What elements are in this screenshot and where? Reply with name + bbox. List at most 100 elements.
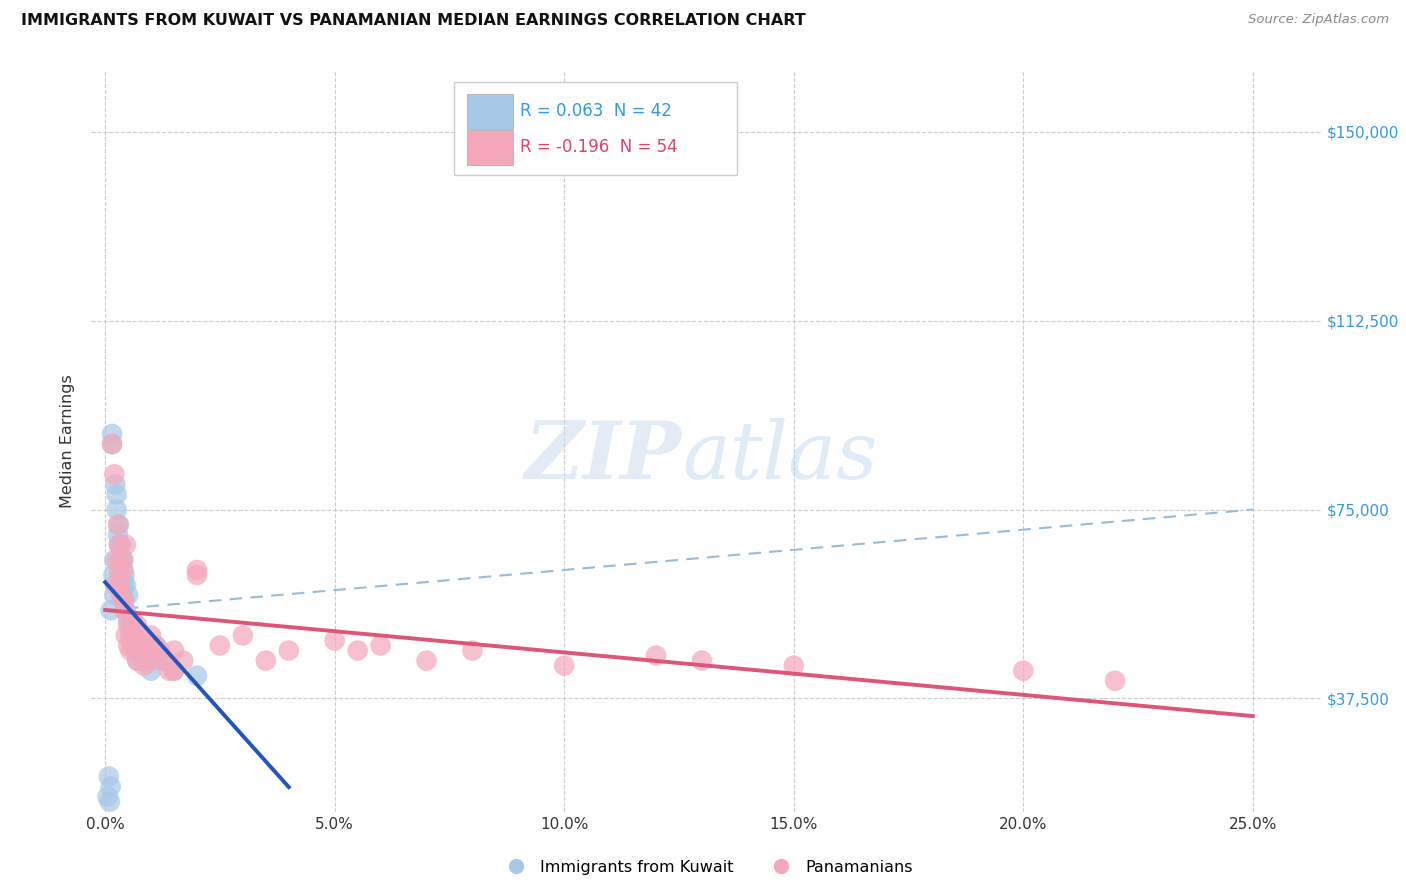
- Point: [690, 654, 713, 668]
- Point: [1104, 673, 1126, 688]
- Point: [97, 769, 120, 783]
- Text: Source: ZipAtlas.com: Source: ZipAtlas.com: [1249, 13, 1389, 27]
- Point: [101, 437, 124, 451]
- Point: [186, 568, 208, 582]
- Point: [103, 568, 125, 582]
- Point: [117, 613, 139, 627]
- Point: [107, 517, 129, 532]
- Point: [163, 664, 186, 678]
- Point: [645, 648, 668, 663]
- Point: [104, 578, 127, 592]
- Point: [461, 643, 484, 657]
- Point: [186, 669, 208, 683]
- Text: ZIP: ZIP: [524, 417, 682, 495]
- Point: [120, 628, 142, 642]
- Point: [98, 795, 121, 809]
- FancyBboxPatch shape: [454, 82, 737, 175]
- Point: [110, 538, 132, 552]
- Point: [127, 654, 149, 668]
- Point: [108, 563, 131, 577]
- Point: [124, 639, 146, 653]
- Point: [172, 654, 194, 668]
- Point: [153, 654, 176, 668]
- Point: [139, 654, 162, 668]
- Point: [117, 618, 139, 632]
- Point: [232, 628, 254, 642]
- Point: [124, 643, 146, 657]
- Point: [101, 427, 124, 442]
- FancyBboxPatch shape: [467, 130, 513, 165]
- Point: [127, 654, 149, 668]
- Legend: Immigrants from Kuwait, Panamanians: Immigrants from Kuwait, Panamanians: [494, 854, 920, 881]
- Point: [108, 517, 131, 532]
- Point: [114, 603, 136, 617]
- Point: [103, 588, 125, 602]
- Point: [145, 639, 167, 653]
- Point: [112, 553, 135, 567]
- Point: [128, 639, 150, 653]
- Point: [346, 643, 368, 657]
- Point: [111, 553, 134, 567]
- Point: [103, 553, 125, 567]
- Point: [107, 527, 129, 541]
- Text: R = -0.196  N = 54: R = -0.196 N = 54: [520, 138, 678, 156]
- Point: [108, 568, 131, 582]
- Point: [135, 639, 157, 653]
- Point: [114, 603, 136, 617]
- Point: [108, 553, 131, 567]
- Point: [101, 437, 124, 451]
- Point: [100, 603, 122, 617]
- Point: [110, 578, 132, 592]
- Point: [208, 639, 231, 653]
- Point: [104, 477, 127, 491]
- Y-axis label: Median Earnings: Median Earnings: [60, 375, 76, 508]
- Point: [370, 639, 392, 653]
- Point: [139, 664, 162, 678]
- Point: [1012, 664, 1035, 678]
- Point: [121, 628, 143, 642]
- Point: [100, 780, 122, 794]
- Point: [415, 654, 437, 668]
- Point: [134, 658, 156, 673]
- Point: [108, 538, 131, 552]
- Point: [131, 628, 153, 642]
- Point: [553, 658, 575, 673]
- Point: [110, 588, 132, 602]
- Point: [114, 593, 136, 607]
- Point: [108, 578, 131, 592]
- Point: [135, 654, 157, 668]
- Point: [112, 593, 135, 607]
- Point: [323, 633, 346, 648]
- Point: [254, 654, 277, 668]
- Point: [103, 467, 125, 482]
- Point: [111, 588, 134, 602]
- Point: [111, 563, 134, 577]
- Point: [127, 618, 149, 632]
- Point: [145, 639, 167, 653]
- Point: [120, 643, 142, 657]
- Point: [105, 502, 128, 516]
- Point: [783, 658, 806, 673]
- Point: [277, 643, 299, 657]
- Point: [121, 639, 143, 653]
- Point: [131, 643, 153, 657]
- Point: [121, 613, 143, 627]
- Point: [108, 538, 131, 552]
- Point: [112, 563, 135, 577]
- Text: IMMIGRANTS FROM KUWAIT VS PANAMANIAN MEDIAN EARNINGS CORRELATION CHART: IMMIGRANTS FROM KUWAIT VS PANAMANIAN MED…: [21, 13, 806, 29]
- Point: [114, 628, 136, 642]
- Point: [105, 487, 128, 501]
- Point: [114, 578, 136, 592]
- Point: [149, 643, 172, 657]
- Point: [105, 553, 128, 567]
- Point: [96, 789, 118, 804]
- Point: [117, 588, 139, 602]
- Point: [163, 664, 186, 678]
- Point: [131, 643, 153, 657]
- Point: [186, 563, 208, 577]
- Point: [139, 628, 162, 642]
- Point: [120, 618, 142, 632]
- Text: R = 0.063  N = 42: R = 0.063 N = 42: [520, 103, 672, 120]
- Point: [114, 538, 136, 552]
- Text: atlas: atlas: [682, 417, 877, 495]
